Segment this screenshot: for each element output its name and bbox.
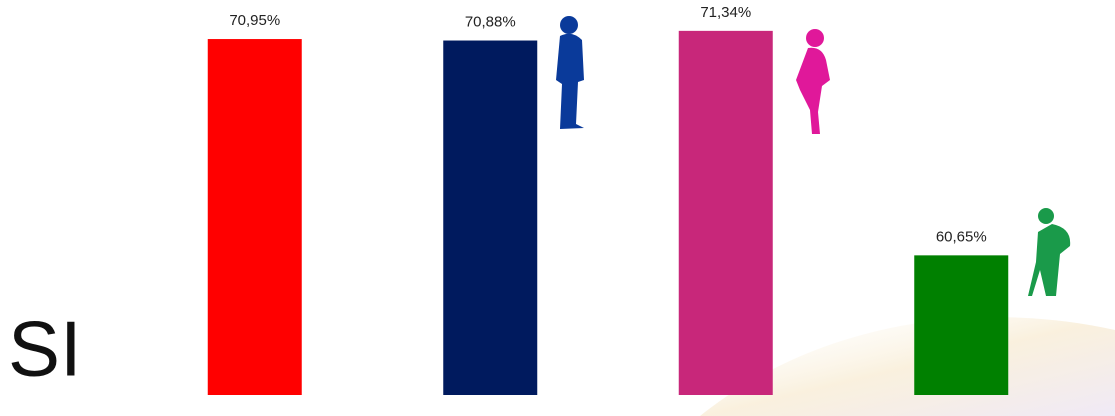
bar (207, 39, 302, 396)
man-silhouette (556, 16, 584, 129)
background-swirl (700, 317, 1115, 416)
woman-silhouette (796, 29, 830, 134)
value-label: 70,95% (229, 12, 280, 29)
value-label: 71,34% (700, 4, 751, 21)
value-label: 70,88% (465, 13, 516, 30)
chart-title: SI (8, 305, 82, 393)
value-label: 60,65% (936, 228, 987, 245)
student-silhouette (1028, 208, 1071, 296)
bar (443, 40, 538, 396)
bar (914, 255, 1009, 395)
bar (678, 30, 773, 396)
